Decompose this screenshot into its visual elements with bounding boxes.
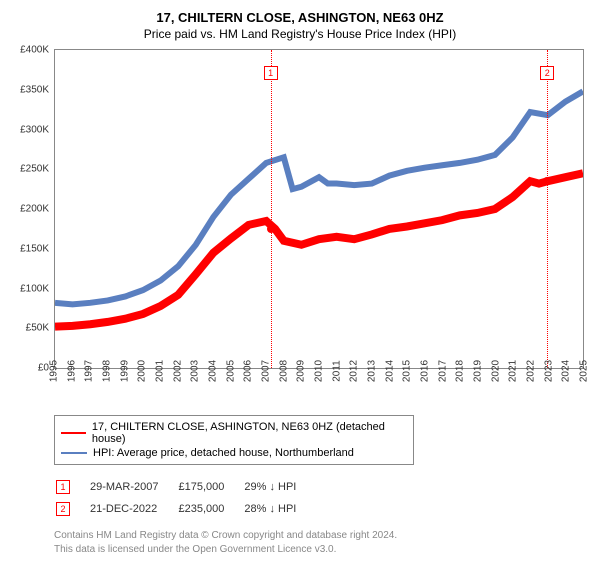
x-tick-label: 2000 — [137, 360, 148, 382]
y-tick-label: £300K — [20, 124, 49, 135]
chart-title: 17, CHILTERN CLOSE, ASHINGTON, NE63 0HZ — [12, 10, 588, 25]
x-tick-label: 1997 — [84, 360, 95, 382]
legend-row: 17, CHILTERN CLOSE, ASHINGTON, NE63 0HZ … — [61, 420, 407, 446]
sale-marker-line — [547, 50, 548, 368]
x-tick-label: 2014 — [384, 360, 395, 382]
legend-label: HPI: Average price, detached house, Nort… — [93, 447, 354, 459]
x-tick-label: 2010 — [314, 360, 325, 382]
x-tick-label: 1999 — [119, 360, 130, 382]
x-tick-label: 2025 — [579, 360, 590, 382]
y-tick-label: £100K — [20, 283, 49, 294]
x-tick-label: 2024 — [561, 360, 572, 382]
x-tick-label: 2004 — [208, 360, 219, 382]
legend: 17, CHILTERN CLOSE, ASHINGTON, NE63 0HZ … — [54, 415, 414, 465]
sale-date: 21-DEC-2022 — [90, 499, 176, 519]
x-tick-label: 2017 — [437, 360, 448, 382]
footer-line: Contains HM Land Registry data © Crown c… — [54, 529, 588, 543]
chart-subtitle: Price paid vs. HM Land Registry's House … — [12, 27, 588, 41]
x-tick-label: 2005 — [225, 360, 236, 382]
x-tick-label: 2019 — [473, 360, 484, 382]
y-tick-label: £400K — [20, 45, 49, 56]
footer-attribution: Contains HM Land Registry data © Crown c… — [54, 529, 588, 557]
y-tick-label: £200K — [20, 204, 49, 215]
x-tick-label: 2008 — [278, 360, 289, 382]
x-tick-label: 2002 — [172, 360, 183, 382]
x-tick-label: 2009 — [296, 360, 307, 382]
sale-badge: 1 — [56, 480, 70, 494]
y-tick-label: £0 — [38, 363, 49, 374]
x-tick-label: 2015 — [402, 360, 413, 382]
series-line-hpi — [55, 91, 583, 304]
x-tick-label: 2003 — [190, 360, 201, 382]
x-tick-label: 2022 — [526, 360, 537, 382]
legend-row: HPI: Average price, detached house, Nort… — [61, 446, 407, 460]
sale-price: £235,000 — [178, 499, 242, 519]
y-tick-label: £150K — [20, 243, 49, 254]
sale-marker-badge: 1 — [264, 66, 278, 80]
x-tick-label: 2006 — [243, 360, 254, 382]
chart-plot: £0£50K£100K£150K£200K£250K£300K£350K£400… — [54, 49, 584, 369]
sale-row: 2 21-DEC-2022£235,00028% ↓ HPI — [56, 499, 314, 519]
legend-swatch — [61, 452, 87, 454]
x-tick-label: 1996 — [66, 360, 77, 382]
x-tick-label: 2001 — [155, 360, 166, 382]
y-tick-label: £250K — [20, 164, 49, 175]
x-axis-labels: 1995199619971998199920002001200220032004… — [54, 369, 584, 407]
sale-price: £175,000 — [178, 477, 242, 497]
x-tick-label: 2013 — [367, 360, 378, 382]
chart-lines — [55, 50, 583, 368]
x-tick-label: 2011 — [331, 360, 342, 382]
footer-line: This data is licensed under the Open Gov… — [54, 543, 588, 557]
x-tick-label: 2021 — [508, 360, 519, 382]
sales-table: 1 29-MAR-2007£175,00029% ↓ HPI 2 21-DEC-202… — [54, 475, 316, 521]
sale-row: 1 29-MAR-2007£175,00029% ↓ HPI — [56, 477, 314, 497]
sale-date: 29-MAR-2007 — [90, 477, 176, 497]
x-tick-label: 2023 — [543, 360, 554, 382]
x-tick-label: 2016 — [420, 360, 431, 382]
sale-delta: 29% ↓ HPI — [244, 477, 314, 497]
series-line-price_paid — [55, 173, 583, 326]
x-tick-label: 2020 — [490, 360, 501, 382]
sale-delta: 28% ↓ HPI — [244, 499, 314, 519]
x-tick-label: 1998 — [102, 360, 113, 382]
sale-badge: 2 — [56, 502, 70, 516]
y-axis-labels: £0£50K£100K£150K£200K£250K£300K£350K£400… — [11, 50, 53, 368]
x-tick-label: 1995 — [49, 360, 60, 382]
sale-marker-line — [271, 50, 272, 368]
sale-marker-dot — [543, 177, 551, 185]
legend-label: 17, CHILTERN CLOSE, ASHINGTON, NE63 0HZ … — [92, 421, 407, 445]
x-tick-label: 2007 — [261, 360, 272, 382]
sale-marker-badge: 2 — [540, 66, 554, 80]
sale-marker-dot — [267, 225, 275, 233]
y-tick-label: £50K — [26, 323, 49, 334]
y-tick-label: £350K — [20, 84, 49, 95]
x-tick-label: 2018 — [455, 360, 466, 382]
legend-swatch — [61, 432, 86, 434]
x-tick-label: 2012 — [349, 360, 360, 382]
